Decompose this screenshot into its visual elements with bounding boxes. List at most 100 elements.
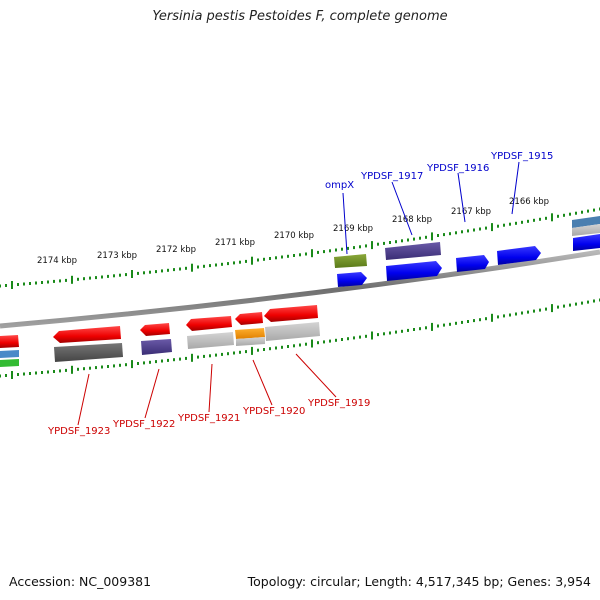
inner-scale-tick [593,299,595,303]
inner-scale-tick [245,350,247,354]
inner-scale-tick [191,353,193,362]
outer-scale-tick [251,256,253,265]
inner-scale-tick [233,351,235,355]
outer-scale-tick [395,240,397,244]
outer-scale-tick [539,217,541,221]
outer-scale-tick [545,216,547,220]
gene-ypdsf-1923 [53,326,121,343]
outer-scale-tick [89,276,91,280]
inner-scale-tick [293,344,295,348]
inner-scale-tick [269,347,271,351]
inner-scale-tick [485,317,487,321]
inner-scale-tick [539,308,541,312]
scale-ticks [0,207,600,379]
inner-scale-tick [155,360,157,364]
outer-scale-tick [293,254,295,257]
outer-scale-tick [509,222,511,226]
inner-scale-tick [281,345,283,349]
inner-scale-tick [17,373,19,376]
inner-scale-tick [569,303,571,307]
outer-scale-tick [527,219,529,223]
outer-scale-tick [443,233,445,237]
inner-scale-tick [563,304,565,308]
outer-scale-tick [71,275,73,284]
outer-scale-tick [275,256,277,260]
gene-edge-right-b [572,224,600,236]
outer-scale-tick [281,255,283,259]
outer-scale-tick [563,213,565,217]
outer-scale-tick [407,238,409,242]
outer-scale-tick [461,230,463,234]
label-ypdsf-1917: YPDSF_1917 [360,171,423,182]
outer-scale-tick [107,274,109,278]
gene-ompX [337,272,367,287]
outer-scale-tick [377,242,379,246]
inner-scale-tick [173,358,175,362]
outer-scale-tick [173,268,175,272]
inner-scale-tick [317,341,319,345]
outer-scale-tick [473,228,475,232]
inner-scale-tick [209,354,211,358]
inner-scale-tick [353,336,355,340]
inner-scale-tick [95,366,97,370]
inner-scale-tick [185,356,187,360]
scale-label-2169: 2169 kbp [333,224,373,234]
inner-scale-tick [479,318,481,322]
outer-scale-tick [41,281,43,284]
inner-scale-tick [275,346,277,350]
outer-scale-tick [569,212,571,216]
inner-scale-tick [365,334,367,338]
leader-lines [77,161,520,426]
label-ypdsf-1915: YPDSF_1915 [490,151,553,162]
gene-ypdsf-1920-cog-a [235,328,265,339]
outer-scale-tick [149,270,151,274]
inner-scale-tick [257,348,259,352]
label-ypdsf-1923: YPDSF_1923 [47,426,110,437]
outer-scale-tick [503,223,505,227]
inner-scale-tick [161,359,163,363]
outer-scale-tick [77,277,79,281]
inner-scale-tick [407,328,409,332]
inner-scale-tick [551,304,553,313]
inner-scale-tick [11,371,13,379]
outer-scale-tick [101,275,103,279]
gene-edge-right-c [573,234,600,251]
outer-scale-tick [227,262,229,266]
inner-scale-tick [107,365,109,368]
inner-scale-tick [35,371,37,375]
inner-scale-tick [431,322,433,331]
outer-scale-tick [185,266,187,270]
reverse-genes [0,305,320,367]
outer-scale-tick [233,261,235,265]
outer-scale-tick [431,232,433,241]
gene-edge-left-green [0,359,19,367]
outer-scale-tick [551,213,553,222]
inner-scale-tick [239,350,241,354]
scale-label-2171: 2171 kbp [215,238,255,248]
gene-edge-left-blue [0,350,19,358]
outer-scale-tick [17,283,19,286]
outer-scale-tick [83,277,85,281]
inner-scale-tick [0,374,1,378]
inner-scale-tick [443,323,445,327]
outer-scale-tick [11,281,13,289]
inner-scale-tick [491,313,493,322]
outer-scale-tick [305,252,307,256]
outer-scale-tick [413,237,415,241]
outer-scale-tick [353,246,355,250]
label-ompX: ompX [325,180,354,191]
outer-scale-tick [299,253,301,257]
label-ypdsf-1921: YPDSF_1921 [177,413,240,424]
outer-scale-tick [479,227,481,231]
outer-scale-tick [203,264,205,268]
outer-scale-tick [59,279,61,283]
outer-scale-tick [311,249,313,258]
outer-scale-tick [137,271,139,275]
scale-label-2172: 2172 kbp [156,245,196,255]
scale-labels: 2174 kbp 2173 kbp 2172 kbp 2171 kbp 2170… [37,197,549,266]
inner-scale-tick [29,372,31,375]
inner-scale-tick [341,338,343,341]
outer-scale-tick [29,282,31,285]
inner-scale-tick [263,348,265,351]
